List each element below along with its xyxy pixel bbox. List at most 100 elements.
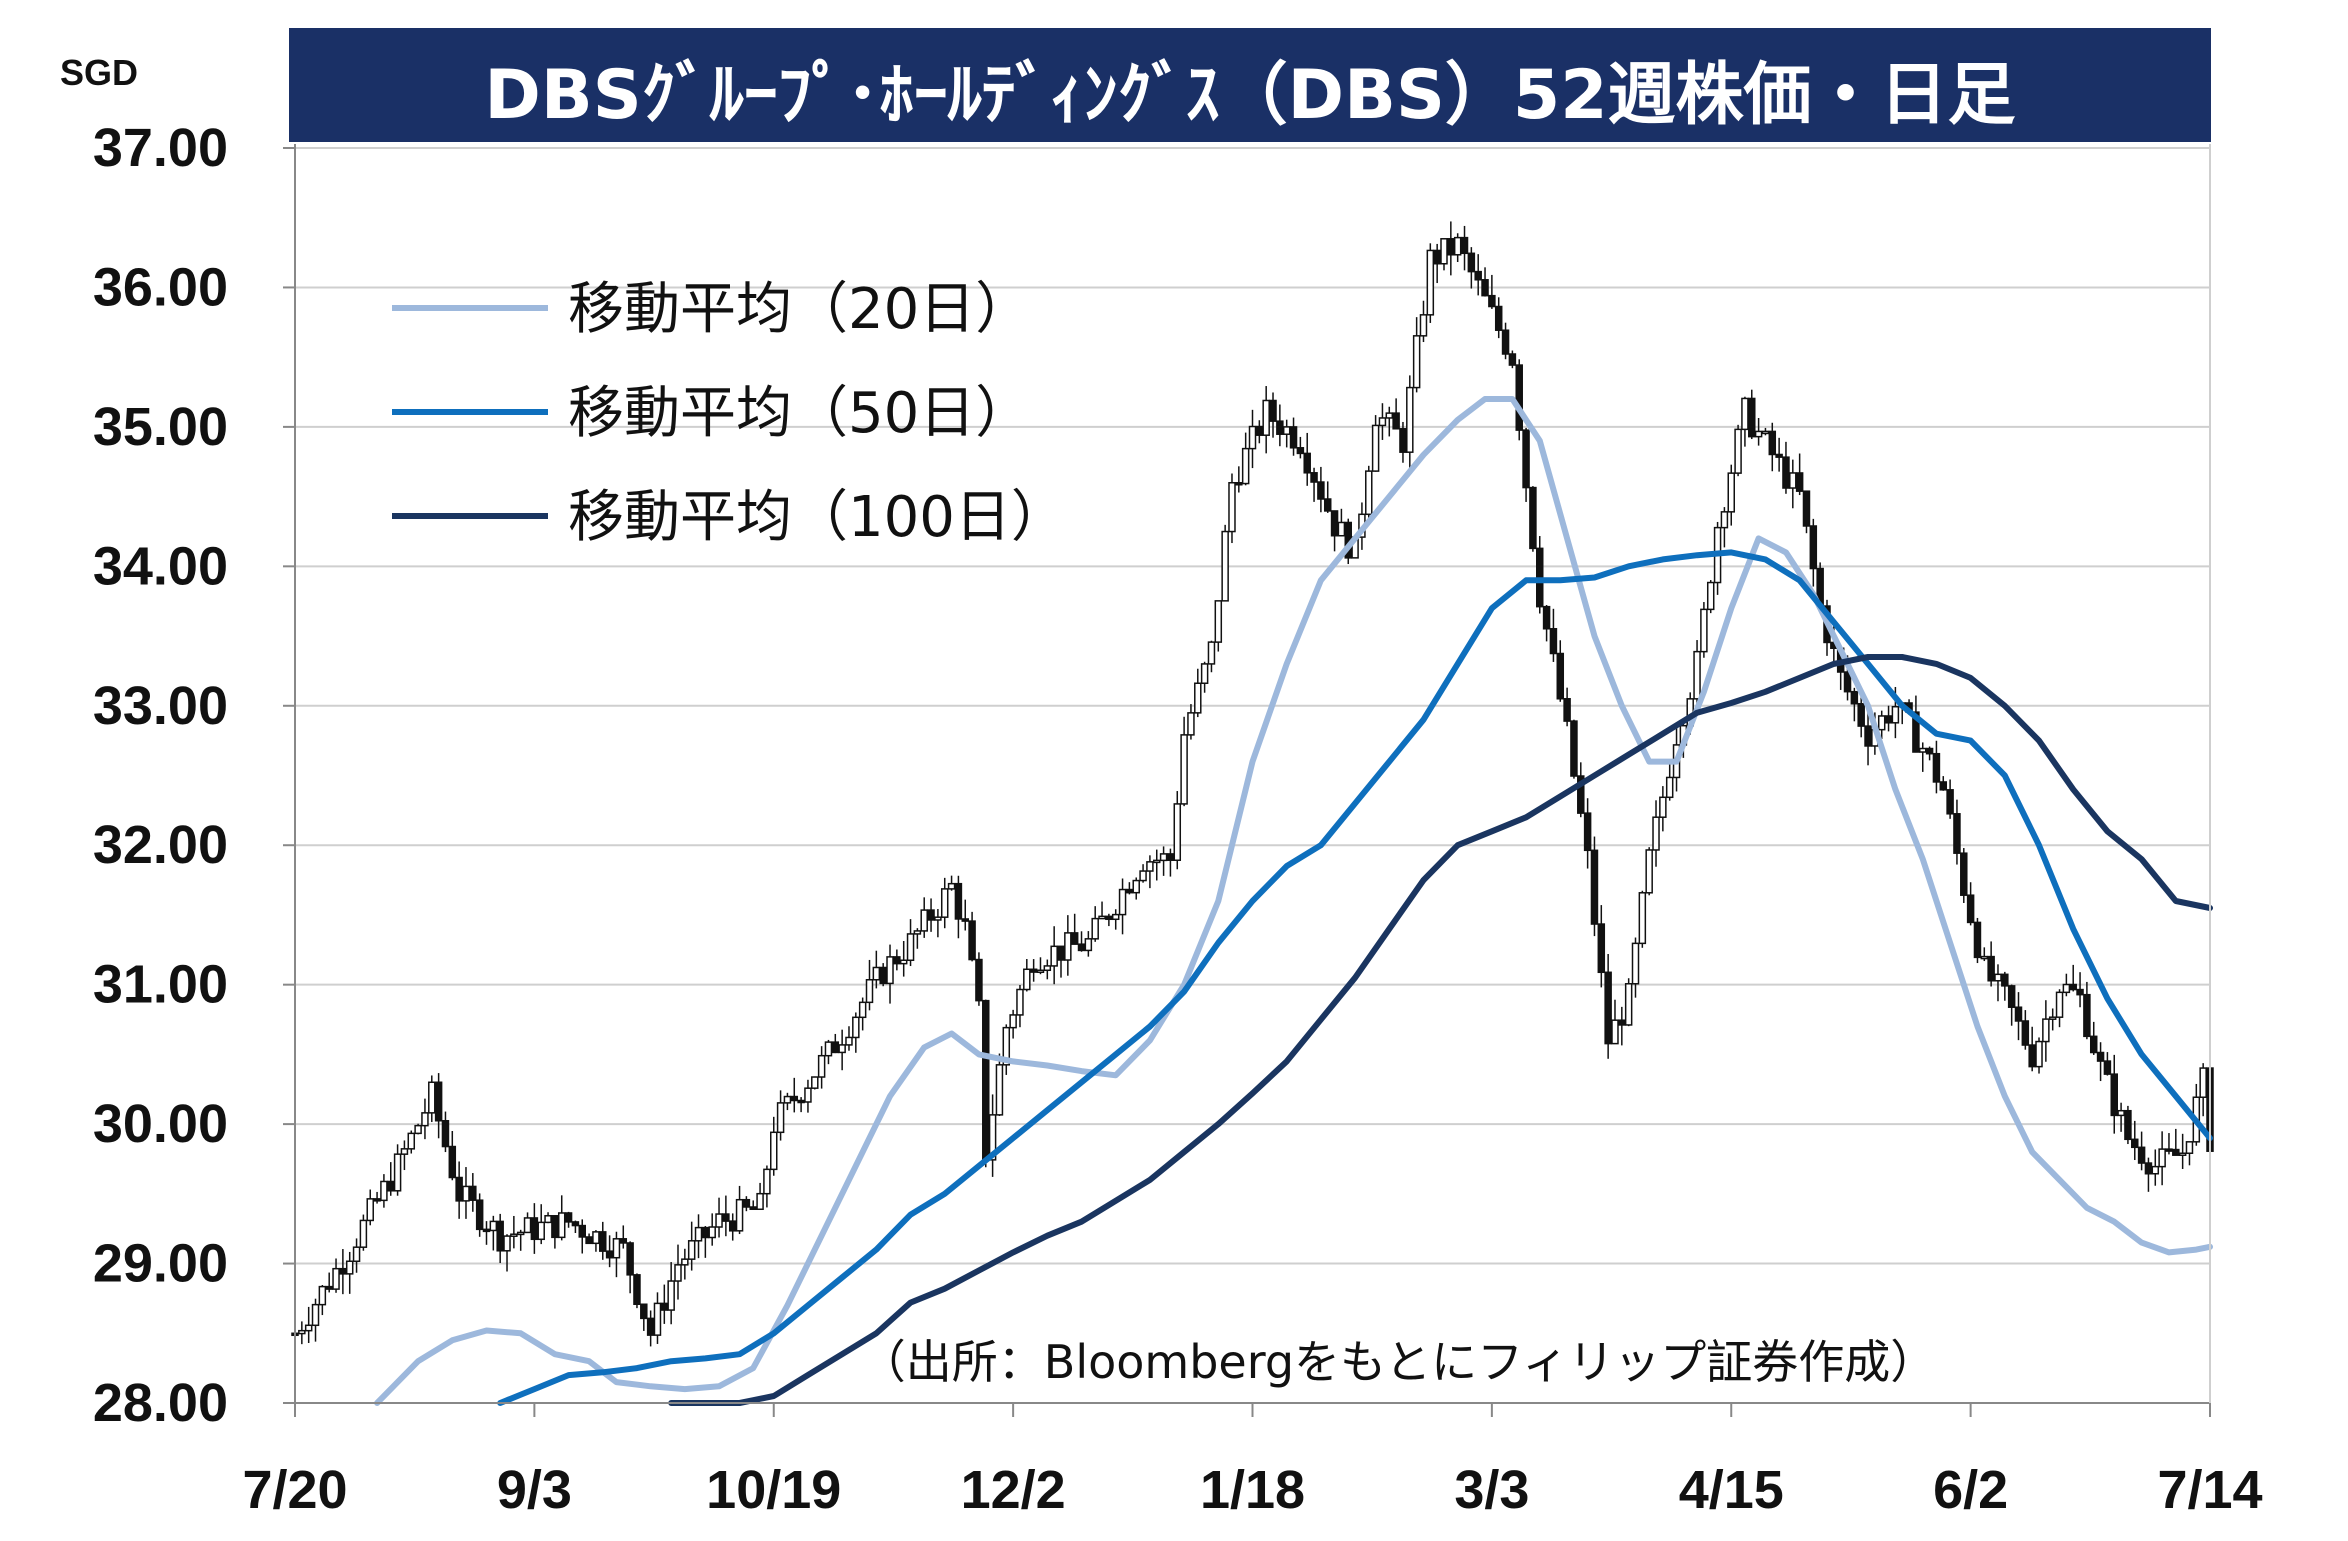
candle-body xyxy=(537,1221,545,1241)
candle-body xyxy=(1583,812,1592,852)
candle-body xyxy=(1453,236,1462,256)
candle-body xyxy=(414,1124,422,1135)
candle-body xyxy=(1132,879,1140,894)
candle-body xyxy=(927,909,935,921)
candle-body xyxy=(1023,968,1031,991)
candle-body xyxy=(694,1226,703,1242)
candle-body xyxy=(783,1095,792,1104)
candle-body xyxy=(1570,720,1578,777)
candle-body xyxy=(2048,1016,2057,1020)
plot-frame xyxy=(294,144,2211,1404)
candle-body xyxy=(1036,969,1045,974)
candle-body xyxy=(1248,425,1257,450)
candle-body xyxy=(2096,1051,2105,1062)
y-tick-label: 34.00 xyxy=(93,536,228,596)
candle-body xyxy=(940,888,949,918)
candle-body xyxy=(1221,530,1229,602)
candle-body xyxy=(1057,945,1065,961)
candle-body xyxy=(824,1041,833,1057)
candle-body xyxy=(1665,776,1674,799)
candle-body xyxy=(2042,1018,2050,1043)
candle-body xyxy=(790,1095,799,1102)
candle-body xyxy=(605,1250,614,1259)
candle-body xyxy=(728,1220,737,1232)
candle-body xyxy=(1214,600,1223,643)
candle-body xyxy=(640,1303,648,1320)
candle-body xyxy=(489,1220,498,1232)
candle-body xyxy=(1652,816,1660,851)
y-tick-label: 31.00 xyxy=(93,955,228,1015)
candle-body xyxy=(1501,329,1510,355)
candle-body xyxy=(1734,428,1742,474)
candle-body xyxy=(1775,453,1783,458)
candle-body xyxy=(523,1217,532,1234)
candle-body xyxy=(318,1285,327,1306)
y-tick-label: 30.00 xyxy=(93,1094,228,1154)
candle-body xyxy=(1474,270,1482,281)
candle-body xyxy=(1994,973,2002,982)
source-note: （出所：Bloombergをもとにフィリップ証券作成） xyxy=(860,1335,1936,1389)
candle-body xyxy=(2110,1073,2118,1117)
candle-body xyxy=(879,966,887,985)
candle-body xyxy=(2185,1141,2194,1154)
y-tick-label: 28.00 xyxy=(93,1373,228,1433)
candle-body xyxy=(2014,1006,2023,1022)
candle-body xyxy=(1638,892,1647,945)
candle-body xyxy=(1809,525,1818,570)
candle-body xyxy=(1925,747,1934,755)
candle-body xyxy=(1522,429,1530,489)
candle-body xyxy=(1207,641,1216,665)
candle-body xyxy=(1973,921,1982,959)
candle-body xyxy=(1494,305,1503,331)
candle-body xyxy=(1296,447,1305,455)
candle-body xyxy=(1597,923,1606,974)
candle-body xyxy=(1802,490,1811,527)
candle-body xyxy=(1960,852,1968,896)
candle-body xyxy=(311,1303,320,1327)
candle-body xyxy=(995,1064,1004,1116)
candle-body xyxy=(1700,608,1708,653)
candle-body xyxy=(1406,386,1414,453)
x-tick-label: 7/20 xyxy=(242,1460,347,1520)
candle-body xyxy=(1447,238,1455,256)
candle-body xyxy=(332,1267,340,1290)
candle-body xyxy=(434,1081,443,1122)
candle-body xyxy=(1508,353,1517,366)
candle-body xyxy=(1159,853,1168,862)
candle-body xyxy=(619,1238,628,1244)
candle-body xyxy=(1392,412,1400,430)
candle-body xyxy=(1269,399,1277,422)
candle-body xyxy=(872,966,881,981)
candle-body xyxy=(441,1120,450,1148)
candle-body xyxy=(831,1041,840,1054)
candle-body xyxy=(585,1236,593,1245)
candle-body xyxy=(1939,781,1948,791)
candle-body xyxy=(934,916,942,921)
candle-body xyxy=(852,1016,860,1039)
candle-body xyxy=(797,1099,805,1104)
candle-body xyxy=(1125,888,1134,894)
candle-body xyxy=(1166,853,1175,861)
candle-body xyxy=(865,979,874,1004)
candle-body xyxy=(817,1054,826,1078)
candle-body xyxy=(1255,425,1264,436)
candle-body xyxy=(1371,424,1380,472)
candle-body xyxy=(975,958,983,1002)
candle-body xyxy=(687,1240,696,1260)
candle-body xyxy=(1549,628,1558,655)
legend-label-3: 移動平均（100日） xyxy=(568,485,1067,550)
candle-body xyxy=(681,1258,689,1266)
x-tick-label: 6/2 xyxy=(1933,1460,2008,1520)
candle-body xyxy=(1111,913,1120,921)
legend-label-2: 移動平均（50日） xyxy=(568,381,1031,446)
candle-body xyxy=(913,930,922,935)
candle-body xyxy=(1659,796,1667,818)
candle-body xyxy=(988,1114,997,1161)
candle-body xyxy=(674,1264,682,1282)
x-tick-label: 9/3 xyxy=(497,1460,572,1520)
candle-body xyxy=(2021,1020,2030,1046)
candle-body xyxy=(1084,938,1093,952)
candle-body xyxy=(653,1302,662,1336)
candle-body xyxy=(722,1213,730,1222)
